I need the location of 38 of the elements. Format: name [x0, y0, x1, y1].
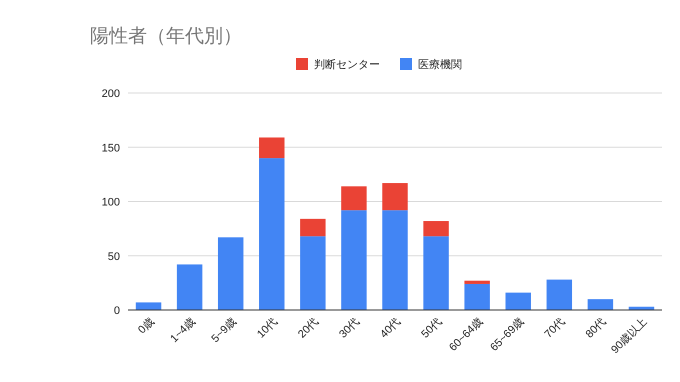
y-tick-label: 150: [102, 142, 120, 154]
bar: [423, 221, 449, 236]
bar: [546, 280, 572, 310]
legend-label: 判断センター: [314, 58, 380, 71]
bar: [423, 236, 449, 310]
bar: [382, 183, 408, 210]
bar: [505, 292, 531, 310]
bar: [300, 218, 326, 236]
x-tick-label: 5~9歳: [208, 314, 239, 346]
bar: [628, 306, 654, 310]
bar: [300, 236, 326, 310]
x-tick-label: 20代: [296, 316, 321, 341]
y-tick-label: 0: [114, 305, 120, 317]
x-tick-label: 90歳以上: [608, 314, 650, 356]
bar: [341, 210, 367, 310]
bar: [259, 137, 285, 158]
x-tick-label: 70代: [542, 316, 568, 341]
x-tick-label: 1~4歳: [168, 314, 198, 346]
bar: [464, 280, 490, 284]
x-tick-label: 80代: [584, 316, 609, 341]
legend-label: 医療機関: [418, 58, 462, 71]
bar: [382, 210, 408, 310]
x-tick-label: 40代: [378, 316, 404, 341]
x-tick-label: 0歳: [135, 314, 157, 336]
bar: [259, 158, 285, 310]
bar: [176, 264, 202, 310]
bar: [218, 237, 244, 310]
bar: [136, 302, 162, 310]
y-tick-label: 100: [102, 196, 120, 208]
y-tick-label: 50: [108, 250, 120, 263]
x-tick-label: 10代: [254, 316, 280, 341]
x-tick-label: 30代: [337, 316, 362, 341]
bar: [341, 186, 367, 210]
bar: [464, 284, 490, 310]
x-tick-label: 50代: [419, 316, 444, 341]
bar: [588, 299, 614, 310]
y-tick-label: 200: [102, 88, 120, 100]
chart-title: 陽性者（年代別）: [90, 26, 242, 47]
